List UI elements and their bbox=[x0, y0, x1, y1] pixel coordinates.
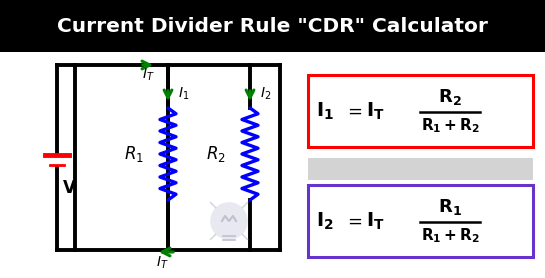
Text: $\mathbf{R_1}$: $\mathbf{R_1}$ bbox=[438, 197, 462, 217]
FancyBboxPatch shape bbox=[0, 0, 545, 52]
Text: $=$: $=$ bbox=[344, 212, 362, 230]
Text: $I_T$: $I_T$ bbox=[156, 255, 168, 271]
Circle shape bbox=[211, 203, 247, 239]
Text: $\mathbf{I_1}$: $\mathbf{I_1}$ bbox=[316, 100, 334, 122]
FancyBboxPatch shape bbox=[308, 185, 533, 257]
Text: $I_2$: $I_2$ bbox=[260, 86, 271, 102]
Text: $\mathbf{R_1+R_2}$: $\mathbf{R_1+R_2}$ bbox=[421, 227, 480, 245]
Text: $\mathbf{I_T}$: $\mathbf{I_T}$ bbox=[366, 210, 385, 232]
Text: $I_1$: $I_1$ bbox=[178, 86, 189, 102]
Text: $\mathbf{I_2}$: $\mathbf{I_2}$ bbox=[316, 210, 334, 232]
Text: $\mathbf{R_1+R_2}$: $\mathbf{R_1+R_2}$ bbox=[421, 117, 480, 135]
Text: $\mathbf{I_T}$: $\mathbf{I_T}$ bbox=[366, 100, 385, 122]
FancyBboxPatch shape bbox=[308, 75, 533, 147]
Text: V: V bbox=[63, 179, 76, 197]
Text: $I_T$: $I_T$ bbox=[142, 67, 154, 83]
FancyBboxPatch shape bbox=[308, 158, 533, 180]
Text: Current Divider Rule "CDR" Calculator: Current Divider Rule "CDR" Calculator bbox=[57, 16, 487, 36]
Text: $R_2$: $R_2$ bbox=[206, 144, 226, 164]
Text: $\mathbf{R_2}$: $\mathbf{R_2}$ bbox=[438, 87, 462, 107]
Text: $R_1$: $R_1$ bbox=[124, 144, 144, 164]
Text: $=$: $=$ bbox=[344, 102, 362, 120]
